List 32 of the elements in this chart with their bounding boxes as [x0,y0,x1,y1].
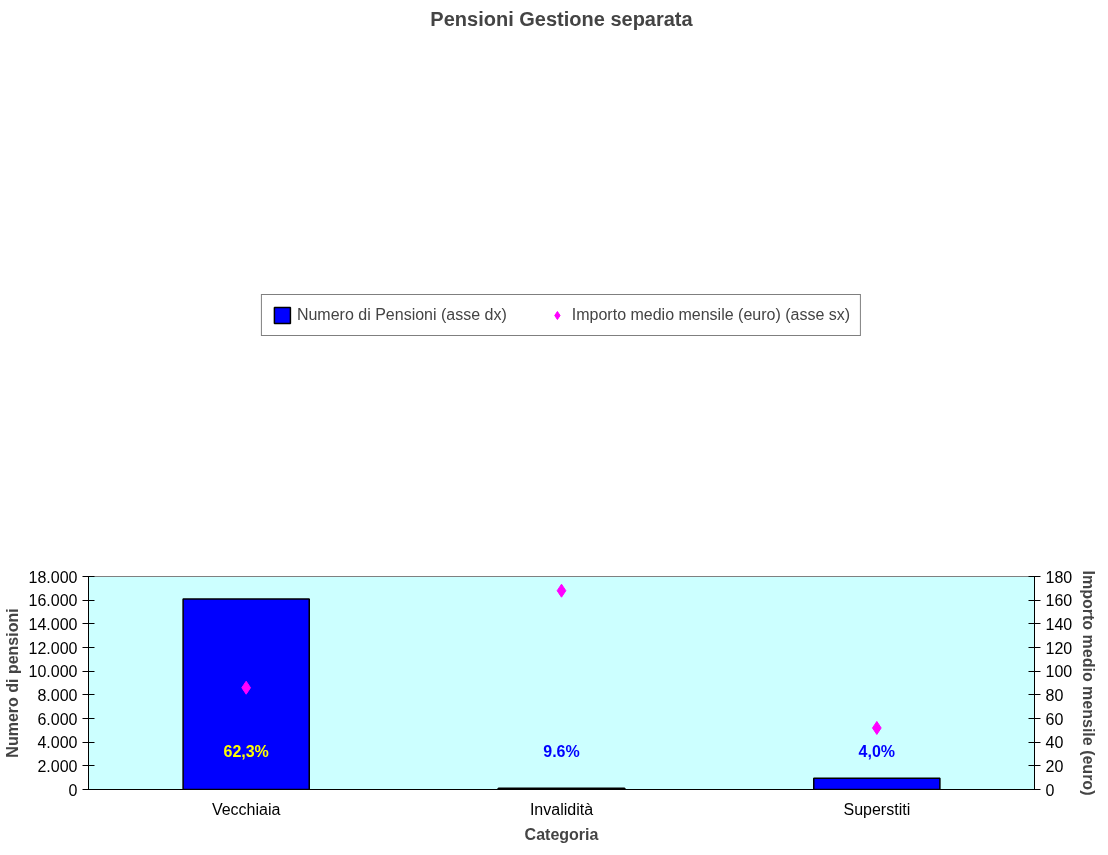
x-axis-title: Categoria [524,825,599,843]
y2-tick-label: 160 [1045,592,1073,610]
x-tick-label: Vecchiaia [211,800,281,818]
y2-tick-label: 100 [1045,663,1073,681]
x-tick-label: Invalidità [529,800,594,818]
y-tick-label: 12.000 [28,639,78,657]
legend-label: Numero di Pensioni (asse dx) [296,306,507,324]
chart-title: Pensioni Gestione separata [430,7,694,30]
annotation: 9.6% [543,743,580,761]
y2-tick-label: 120 [1045,639,1073,657]
y2-tick-label: 0 [1045,781,1055,799]
y-tick-label: 0 [68,781,78,799]
y-tick-label: 6.000 [37,710,78,728]
y-tick-label: 10.000 [28,663,78,681]
y2-tick-label: 40 [1045,734,1064,752]
y2-axis-title: Importo medio mensile (euro) [1080,570,1098,796]
x-tick-label: Superstiti [843,800,911,818]
y-tick-label: 14.000 [28,615,78,633]
y-axis-title: Numero di pensioni [3,608,21,758]
y2-tick-label: 180 [1045,568,1073,586]
y-tick-label: 16.000 [28,592,78,610]
y2-tick-label: 60 [1045,710,1064,728]
annotation: 62,3% [223,743,269,761]
legend-label: Importo medio mensile (euro) (asse sx) [571,306,851,324]
y-tick-label: 18.000 [28,568,78,586]
y2-tick-label: 140 [1045,615,1073,633]
y-tick-label: 8.000 [37,686,78,704]
annotation: 4,0% [858,743,896,761]
y2-tick-label: 20 [1045,757,1064,775]
y-tick-label: 2.000 [37,757,78,775]
y-tick-label: 4.000 [37,734,78,752]
y2-tick-label: 80 [1045,686,1064,704]
